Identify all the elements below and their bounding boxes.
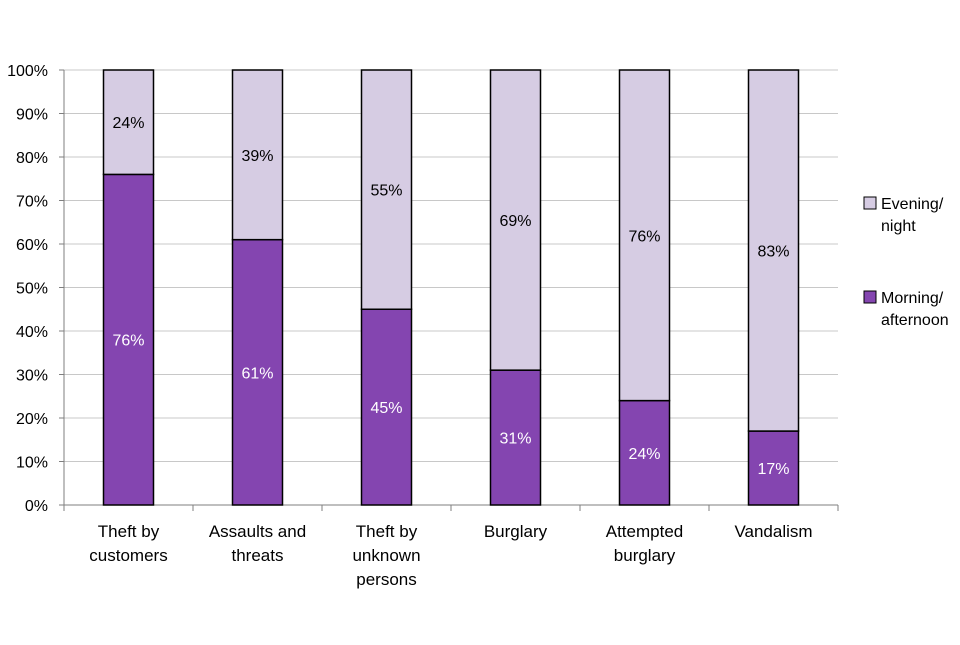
x-tick-label-line: Assaults and xyxy=(209,522,306,541)
gridlines xyxy=(64,69,838,462)
y-tick-label: 0% xyxy=(25,498,48,515)
x-tick-label-line: Vandalism xyxy=(734,522,812,541)
x-tick-label: Vandalism xyxy=(734,522,812,541)
legend-swatch xyxy=(863,196,877,210)
x-tick-label: Theft by unknown persons xyxy=(352,522,420,589)
y-tick-label: 20% xyxy=(16,411,48,428)
data-label: 45% xyxy=(370,400,402,417)
x-tick-label-line: Theft by xyxy=(356,522,418,541)
x-tick-label-line: customers xyxy=(89,546,167,565)
data-label: 76% xyxy=(112,333,144,350)
y-tick-label: 60% xyxy=(16,237,48,254)
data-label: 61% xyxy=(241,365,273,382)
y-tick-label: 40% xyxy=(16,324,48,341)
x-tick-label-line: burglary xyxy=(614,546,676,565)
y-tick-label: 100% xyxy=(7,63,48,80)
bar-segment xyxy=(102,69,155,176)
bar-segment xyxy=(489,369,542,506)
bar-segment xyxy=(360,308,413,506)
y-tick-label: 70% xyxy=(16,194,48,211)
bar-segment xyxy=(747,69,800,432)
data-label: 55% xyxy=(370,183,402,200)
x-tick-label-line: Attempted xyxy=(606,522,684,541)
x-tick-label: Attempted burglary xyxy=(606,522,684,565)
bar-segment xyxy=(618,69,671,402)
data-label: 83% xyxy=(757,244,789,261)
bar-segment xyxy=(231,238,284,506)
bar-segment xyxy=(489,69,542,371)
bar-segment xyxy=(618,399,671,506)
data-label: 24% xyxy=(112,115,144,132)
x-tick-label: Theft by customers xyxy=(89,522,167,565)
bar-segment xyxy=(102,173,155,506)
legend: Evening/night Morning/afternoon xyxy=(863,196,949,329)
y-tick-label: 80% xyxy=(16,150,48,167)
data-label: 39% xyxy=(241,148,273,165)
x-tick-label-line: unknown xyxy=(352,546,420,565)
y-tick-label: 90% xyxy=(16,107,48,124)
x-tick-label-line: Burglary xyxy=(484,522,548,541)
legend-label-line: night xyxy=(881,218,916,235)
legend-label-line: Morning/ xyxy=(881,290,944,307)
data-label: 17% xyxy=(757,461,789,478)
y-tick-label: 10% xyxy=(16,455,48,472)
y-tick-label: 30% xyxy=(16,368,48,385)
axes: 0% 10% 20% 30% 40% 50% 60% 70% 80% 90% 100% xyxy=(7,63,839,515)
legend-label-line: afternoon xyxy=(881,312,949,329)
x-tick-labels: Theft by customers Assaults and threats Thef… xyxy=(89,522,812,589)
x-tick-label-line: Theft by xyxy=(98,522,160,541)
x-tick-label: Assaults and threats xyxy=(209,522,306,565)
legend-label-line: Evening/ xyxy=(881,196,944,213)
legend-swatch xyxy=(863,290,877,304)
y-tick-label: 50% xyxy=(16,281,48,298)
legend-label: Morning/afternoon xyxy=(881,290,949,329)
x-tick-label-line: threats xyxy=(232,546,284,565)
x-tick-label-line: persons xyxy=(356,570,416,589)
legend-label: Evening/night xyxy=(881,196,944,235)
data-label: 31% xyxy=(499,431,531,448)
x-tick-label: Burglary xyxy=(484,522,548,541)
bar-segment xyxy=(360,69,413,310)
data-label: 76% xyxy=(628,228,660,245)
bars xyxy=(102,69,800,506)
data-labels: 76% 24% 61% 39% 45% 55% 31% 69% 24% 76% 17% 83% xyxy=(112,115,789,478)
data-label: 24% xyxy=(628,446,660,463)
data-label: 69% xyxy=(499,213,531,230)
bar-segment xyxy=(231,69,284,241)
